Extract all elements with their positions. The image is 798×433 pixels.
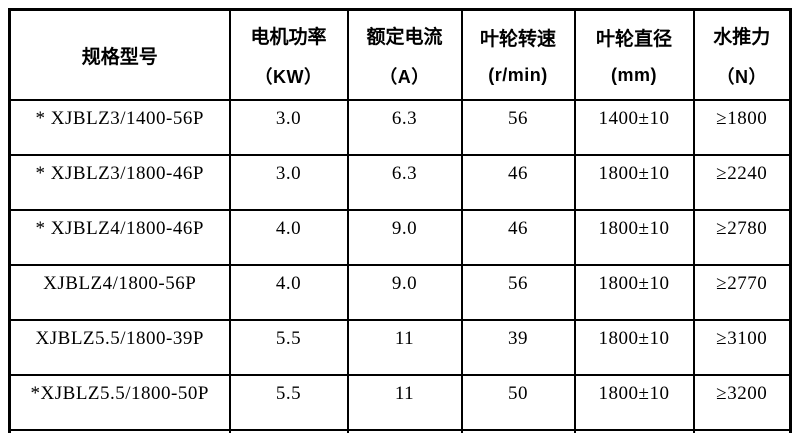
cell-power: 3.0 xyxy=(228,154,349,211)
cell-power: 5.5 xyxy=(228,374,349,431)
cell-power: 4.0 xyxy=(228,209,349,266)
table-row: * XJBLZ3/1400-56P 3.0 6.3 56 1400±10 ≥18… xyxy=(8,99,792,156)
table-row: * XJBLZ4/1800-46P 4.0 9.0 46 1800±10 ≥27… xyxy=(8,209,792,266)
cell-diameter: 1800±10 xyxy=(573,264,695,321)
cell-thrust: ≥2770 xyxy=(692,264,792,321)
cell-power: 5.5 xyxy=(228,319,349,376)
column-title: 规格型号 xyxy=(81,46,158,68)
column-header-impeller-speed: 叶轮转速 (r/min) xyxy=(460,8,576,101)
cell-speed: 56 xyxy=(460,264,576,321)
cell-model: * XJBLZ4/1800-46P xyxy=(8,209,231,266)
column-unit: （N） xyxy=(716,66,767,87)
header-row: 规格型号 电机功率 （KW） 额定电流 （A） xyxy=(8,8,792,101)
cell-speed: 56 xyxy=(460,99,576,156)
column-header-impeller-diameter: 叶轮直径 (mm) xyxy=(573,8,695,101)
table-row: XJBLZ5.5/1800-39P 5.5 11 39 1800±10 ≥310… xyxy=(8,319,792,376)
cell-power: 4.0 xyxy=(228,264,349,321)
cell-current: 6.3 xyxy=(346,99,463,156)
column-unit: （A） xyxy=(379,66,430,87)
table-row: * XJBLZ3/1800-46P 3.0 6.3 46 1800±10 ≥22… xyxy=(8,154,792,211)
column-unit: (mm) xyxy=(611,65,657,85)
cell-diameter: 1800±10 xyxy=(573,154,695,211)
cell-model: XJBLZ7.5/2000-40P xyxy=(8,429,231,433)
cell-power: 3.0 xyxy=(228,99,349,156)
cell-diameter: 1800±10 xyxy=(573,374,695,431)
cell-thrust: ≥3100 xyxy=(692,319,792,376)
cell-speed: 50 xyxy=(460,374,576,431)
cell-thrust: ≥1800 xyxy=(692,99,792,156)
cell-model: * XJBLZ3/1400-56P xyxy=(8,99,231,156)
cell-diameter: 1800±10 xyxy=(573,319,695,376)
cell-diameter: 1400±10 xyxy=(573,99,695,156)
table-row: XJBLZ4/1800-56P 4.0 9.0 56 1800±10 ≥2770 xyxy=(8,264,792,321)
column-title: 水推力 xyxy=(713,26,771,48)
cell-speed: 46 xyxy=(460,154,576,211)
cell-current: 11 xyxy=(346,374,463,431)
cell-diameter: 2000±10 xyxy=(573,429,695,433)
cell-current: 9.0 xyxy=(346,264,463,321)
cell-diameter: 1800±10 xyxy=(573,209,695,266)
cell-power: 7.5 xyxy=(228,429,349,433)
cell-thrust: ≥3600 xyxy=(692,429,792,433)
cell-model: XJBLZ4/1800-56P xyxy=(8,264,231,321)
column-header-water-thrust: 水推力 （N） xyxy=(692,8,792,101)
table-row: XJBLZ7.5/2000-40P 7.5 15 40 2000±10 ≥360… xyxy=(8,429,792,433)
cell-model: XJBLZ5.5/1800-39P xyxy=(8,319,231,376)
column-title: 叶轮直径 xyxy=(595,29,672,50)
cell-speed: 39 xyxy=(460,319,576,376)
column-header-motor-power: 电机功率 （KW） xyxy=(228,8,349,101)
cell-model: *XJBLZ5.5/1800-50P xyxy=(8,374,231,431)
column-unit: （KW） xyxy=(254,66,323,87)
cell-current: 15 xyxy=(346,429,463,433)
cell-speed: 46 xyxy=(460,209,576,266)
cell-current: 9.0 xyxy=(346,209,463,266)
cell-model: * XJBLZ3/1800-46P xyxy=(8,154,231,211)
column-unit: (r/min) xyxy=(488,65,548,85)
cell-thrust: ≥2780 xyxy=(692,209,792,266)
spec-table: 规格型号 电机功率 （KW） 额定电流 （A） xyxy=(8,8,792,433)
column-title: 电机功率 xyxy=(250,26,327,48)
table-row: *XJBLZ5.5/1800-50P 5.5 11 50 1800±10 ≥32… xyxy=(8,374,792,431)
cell-current: 11 xyxy=(346,319,463,376)
column-title: 叶轮转速 xyxy=(479,29,556,50)
cell-speed: 40 xyxy=(460,429,576,433)
column-title: 额定电流 xyxy=(366,26,443,48)
cell-thrust: ≥2240 xyxy=(692,154,792,211)
column-header-rated-current: 额定电流 （A） xyxy=(346,8,463,101)
cell-current: 6.3 xyxy=(346,154,463,211)
column-header-model: 规格型号 xyxy=(8,8,231,101)
cell-thrust: ≥3200 xyxy=(692,374,792,431)
